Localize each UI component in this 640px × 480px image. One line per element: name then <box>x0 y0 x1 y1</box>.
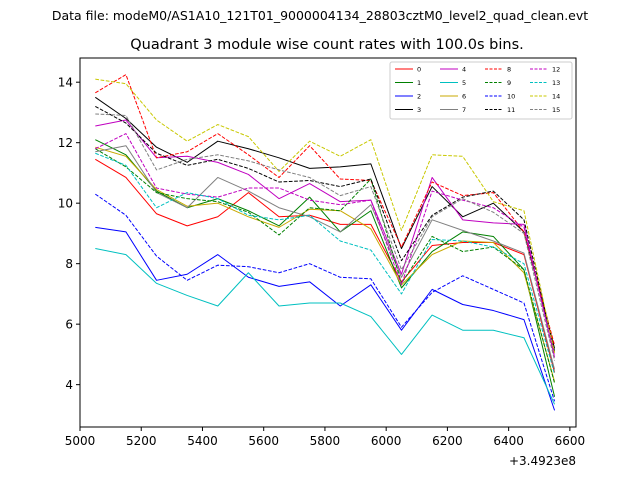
legend-label-7: 7 <box>462 106 466 114</box>
series-line-1 <box>95 139 556 397</box>
legend-label-5: 5 <box>462 79 466 87</box>
chart-title: Quadrant 3 module wise count rates with … <box>130 37 524 53</box>
plot-series-layer <box>95 74 556 411</box>
series-line-12 <box>95 133 556 357</box>
series-line-4 <box>95 119 556 358</box>
legend-label-4: 4 <box>462 65 466 73</box>
x-tick-label: 5600 <box>248 434 279 448</box>
series-line-9 <box>95 148 556 384</box>
series-line-0 <box>95 158 556 373</box>
x-tick-label: 5000 <box>65 434 96 448</box>
series-line-15 <box>95 113 556 361</box>
legend-label-1: 1 <box>417 79 421 87</box>
series-line-2 <box>95 226 556 411</box>
legend-label-2: 2 <box>417 92 421 100</box>
y-tick-label: 14 <box>58 76 73 90</box>
legend-label-0: 0 <box>417 65 421 73</box>
series-line-10 <box>95 193 556 402</box>
y-tick-label: 10 <box>58 197 73 211</box>
series-line-13 <box>95 152 556 375</box>
legend-label-14: 14 <box>552 92 560 100</box>
legend-label-11: 11 <box>507 106 515 114</box>
legend-label-3: 3 <box>417 106 421 114</box>
legend-label-15: 15 <box>552 106 560 114</box>
legend-label-6: 6 <box>462 92 466 100</box>
x-offset-label: +3.4923e8 <box>509 454 576 468</box>
legend-label-13: 13 <box>552 79 560 87</box>
legend-label-12: 12 <box>552 65 560 73</box>
legend-label-10: 10 <box>507 92 515 100</box>
series-line-11 <box>95 105 556 352</box>
series-line-6 <box>95 146 556 382</box>
y-tick-label: 4 <box>65 378 73 392</box>
x-tick-label: 6000 <box>371 434 402 448</box>
legend-label-8: 8 <box>507 65 511 73</box>
series-line-14 <box>95 78 556 354</box>
x-tick-label: 5200 <box>126 434 157 448</box>
legend-frame <box>389 61 573 120</box>
series-line-5 <box>95 248 556 405</box>
y-tick-label: 6 <box>65 318 73 332</box>
x-tick-label: 6400 <box>493 434 524 448</box>
x-tick-label: 5800 <box>310 434 341 448</box>
plot-frame <box>79 57 577 428</box>
y-axis: 4 6 8 10 12 14 <box>58 76 80 392</box>
data-file-caption: Data file: modeM0/AS1A10_121T01_90000041… <box>52 8 588 23</box>
y-tick-label: 8 <box>65 257 73 271</box>
x-tick-label: 6600 <box>555 434 586 448</box>
x-tick-label: 6200 <box>432 434 463 448</box>
x-tick-label: 5400 <box>187 434 218 448</box>
y-tick-label: 12 <box>58 136 73 150</box>
x-axis: 5000 5200 5400 5600 5800 6000 6200 6400 6600 <box>65 427 585 448</box>
legend-label-9: 9 <box>507 79 511 87</box>
